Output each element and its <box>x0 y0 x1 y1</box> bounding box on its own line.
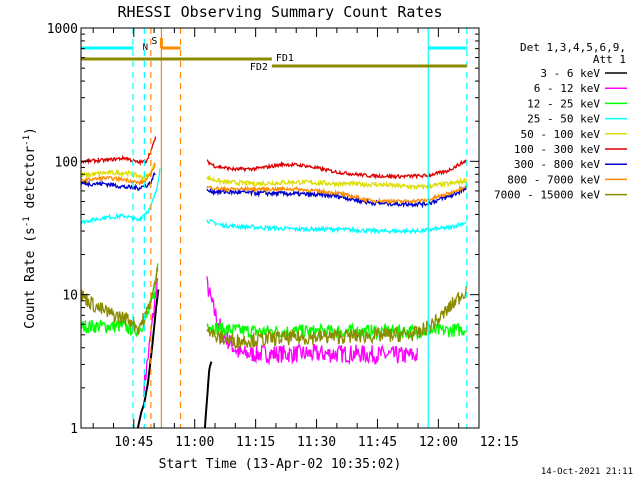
chart-title: RHESSI Observing Summary Count Rates <box>117 3 442 21</box>
series-800-7000-kev <box>81 162 467 205</box>
y-axis-label-part: Count Rate (s <box>23 227 38 329</box>
y-tick-label: 100 <box>55 155 78 170</box>
plot-content <box>81 28 468 428</box>
legend-entry-label: 800 - 7000 keV <box>507 173 600 186</box>
x-tick-label: 11:15 <box>236 435 275 450</box>
status-bar-label: FD2 <box>250 62 268 73</box>
series-line <box>81 168 161 226</box>
legend-header: Det 1,3,4,5,6,9, <box>520 41 626 54</box>
x-tick-label: 11:45 <box>358 435 397 450</box>
y-axis-label-part: -1 <box>22 216 32 227</box>
y-axis-label-part: ) <box>23 127 38 135</box>
y-axis-label-part: detector <box>23 146 38 217</box>
series-line <box>136 289 160 428</box>
y-axis-label-part: -1 <box>22 135 32 146</box>
status-bar-label: FD1 <box>276 53 294 64</box>
y-tick-label: 10 <box>62 289 78 304</box>
series-50-100-kev <box>81 162 468 191</box>
plot-area: NS FD1 FD2 <box>81 28 468 428</box>
legend-entry-label: 6 - 12 keV <box>534 82 601 95</box>
series-line <box>206 218 467 236</box>
legend: Det 1,3,4,5,6,9,Att 13 - 6 keV 6 - 12 keV… <box>494 41 627 202</box>
series-line <box>206 285 468 351</box>
series-line <box>206 184 467 205</box>
series-300-800-kev <box>81 171 468 209</box>
legend-entry-label: 3 - 6 keV <box>540 67 600 80</box>
x-tick-label: 11:00 <box>175 435 214 450</box>
x-axis-label: Start Time (13-Apr-02 10:35:02) <box>159 457 402 472</box>
legend-entry-label: 7000 - 15000 keV <box>494 189 600 202</box>
timestamp-label: 14-Oct-2021 21:11 <box>541 467 633 477</box>
series-line <box>81 162 156 186</box>
y-tick-label: 1 <box>70 422 78 437</box>
series-line <box>81 171 156 191</box>
series-line <box>206 174 468 191</box>
series-3-6-kev <box>136 289 213 428</box>
vertical-marker-label: N <box>143 43 148 53</box>
plot-frame <box>80 27 480 429</box>
x-tick-label: 12:00 <box>419 435 458 450</box>
x-tick-label: 12:15 <box>480 435 519 450</box>
series-25-50-kev <box>81 168 467 236</box>
series-line <box>81 136 157 167</box>
legend-entry-label: 100 - 300 keV <box>514 143 600 156</box>
x-tick-label: 11:30 <box>297 435 336 450</box>
legend-entry-label: 25 - 50 keV <box>527 113 600 126</box>
y-tick-label: 1000 <box>47 22 78 37</box>
series-line <box>81 162 156 182</box>
legend-entry-label: 50 - 100 keV <box>521 128 601 141</box>
x-tick-label: 10:45 <box>114 435 153 450</box>
series-100-300-kev <box>81 136 467 180</box>
series-line <box>206 186 468 209</box>
status-bar-label: S <box>151 36 157 47</box>
legend-entry-label: 12 - 25 keV <box>527 97 600 110</box>
series-line <box>206 276 419 366</box>
axes: 1 10 100 1000 10:45 11:00 11:15 11:30 11:45 12:00… <box>47 22 519 450</box>
legend-header: Att 1 <box>593 53 626 66</box>
y-axis-label: Count Rate (s-1 detector-1) <box>22 127 38 329</box>
series-line <box>206 159 467 180</box>
legend-entry-label: 300 - 800 keV <box>514 158 600 171</box>
series-line <box>203 361 213 428</box>
